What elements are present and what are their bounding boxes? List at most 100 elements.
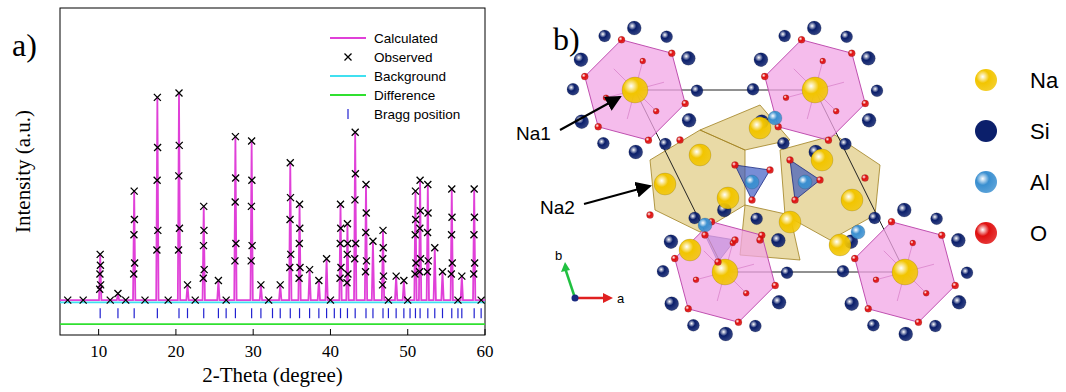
data-point bbox=[362, 268, 369, 275]
data-point bbox=[448, 231, 455, 238]
data-point bbox=[400, 277, 407, 284]
si-atom bbox=[661, 31, 673, 43]
data-point bbox=[315, 277, 322, 284]
o-atom bbox=[851, 255, 858, 262]
element-swatch bbox=[975, 69, 997, 91]
axis-arrow bbox=[565, 268, 575, 298]
o-atom bbox=[757, 237, 764, 244]
na2-atom bbox=[654, 173, 676, 195]
data-point bbox=[154, 227, 161, 234]
data-point bbox=[425, 209, 432, 216]
data-point bbox=[248, 177, 255, 184]
o-atom bbox=[767, 167, 774, 174]
o-atom bbox=[865, 305, 872, 312]
y-axis-label: Intensity (a.u.) bbox=[11, 110, 35, 233]
si-atom bbox=[861, 51, 875, 65]
si-atom bbox=[754, 53, 768, 67]
data-point bbox=[449, 214, 456, 221]
data-point bbox=[296, 240, 303, 247]
data-point bbox=[176, 225, 183, 232]
data-point bbox=[218, 308, 219, 318]
data-point bbox=[200, 275, 207, 282]
data-point bbox=[286, 264, 293, 271]
data-point bbox=[385, 297, 392, 304]
data-point bbox=[382, 308, 383, 318]
o-atom bbox=[787, 157, 794, 164]
o-atom bbox=[645, 137, 652, 144]
si-atom bbox=[772, 295, 786, 309]
data-point bbox=[461, 308, 462, 318]
na2-atom bbox=[749, 117, 771, 139]
x-tick bbox=[175, 329, 176, 335]
data-point bbox=[249, 242, 256, 249]
o-atom bbox=[618, 36, 625, 43]
si-atom bbox=[664, 235, 678, 249]
si-atom bbox=[867, 319, 879, 331]
element-label: Si bbox=[1030, 119, 1050, 144]
o-atom bbox=[888, 218, 895, 225]
data-point bbox=[117, 308, 118, 318]
na1-polyhedron bbox=[585, 40, 685, 140]
si-atom bbox=[599, 30, 611, 42]
data-point bbox=[427, 308, 428, 318]
o-atom bbox=[923, 290, 929, 296]
data-point bbox=[287, 216, 294, 223]
data-point bbox=[365, 308, 366, 318]
o-atom bbox=[825, 137, 832, 144]
data-point bbox=[176, 90, 183, 97]
data-point bbox=[448, 185, 455, 192]
o-atom bbox=[820, 58, 826, 64]
element-label: Na bbox=[1030, 68, 1059, 93]
al-atom bbox=[768, 111, 782, 125]
o-atom bbox=[732, 237, 739, 244]
data-point bbox=[337, 275, 344, 282]
na1-polyhedron bbox=[855, 222, 955, 322]
data-point bbox=[425, 257, 432, 264]
panel-label: b) bbox=[553, 21, 580, 57]
o-atom bbox=[873, 277, 879, 283]
o-atom bbox=[938, 232, 945, 239]
data-point bbox=[424, 229, 431, 236]
data-point bbox=[287, 251, 294, 258]
data-point bbox=[175, 246, 182, 253]
data-point bbox=[130, 231, 137, 238]
si-atom bbox=[777, 137, 789, 149]
data-point bbox=[200, 242, 207, 249]
data-point bbox=[355, 308, 356, 318]
na2-atom bbox=[679, 239, 701, 261]
data-point bbox=[154, 144, 161, 151]
al-atom bbox=[745, 175, 759, 189]
si-atom bbox=[665, 297, 679, 311]
data-point bbox=[157, 308, 158, 318]
data-point bbox=[481, 308, 482, 318]
plot-area bbox=[60, 90, 485, 325]
si-atom bbox=[747, 83, 759, 95]
data-point bbox=[226, 308, 227, 318]
data-point bbox=[318, 308, 319, 318]
na1-atom bbox=[802, 77, 828, 103]
data-point bbox=[372, 308, 373, 318]
x-tick bbox=[485, 329, 486, 335]
x-tick bbox=[407, 329, 408, 335]
data-point bbox=[154, 177, 161, 184]
data-point bbox=[257, 281, 264, 288]
o-atom bbox=[915, 319, 922, 326]
na2-atom bbox=[841, 189, 863, 211]
data-point bbox=[478, 297, 485, 304]
data-point bbox=[80, 297, 87, 304]
data-point bbox=[248, 203, 255, 210]
si-atom bbox=[929, 320, 941, 332]
series-line bbox=[60, 93, 485, 300]
axis-arrow-head bbox=[561, 262, 570, 272]
o-atom bbox=[715, 259, 722, 266]
crystal-structure bbox=[567, 21, 973, 341]
data-point bbox=[344, 251, 351, 258]
legend-swatch bbox=[330, 37, 366, 39]
data-point bbox=[474, 308, 475, 318]
o-atom bbox=[647, 212, 654, 219]
data-point bbox=[306, 266, 313, 273]
data-point bbox=[362, 229, 369, 236]
na1-polyhedron bbox=[765, 40, 865, 140]
data-point bbox=[131, 188, 138, 195]
data-point bbox=[232, 133, 239, 140]
